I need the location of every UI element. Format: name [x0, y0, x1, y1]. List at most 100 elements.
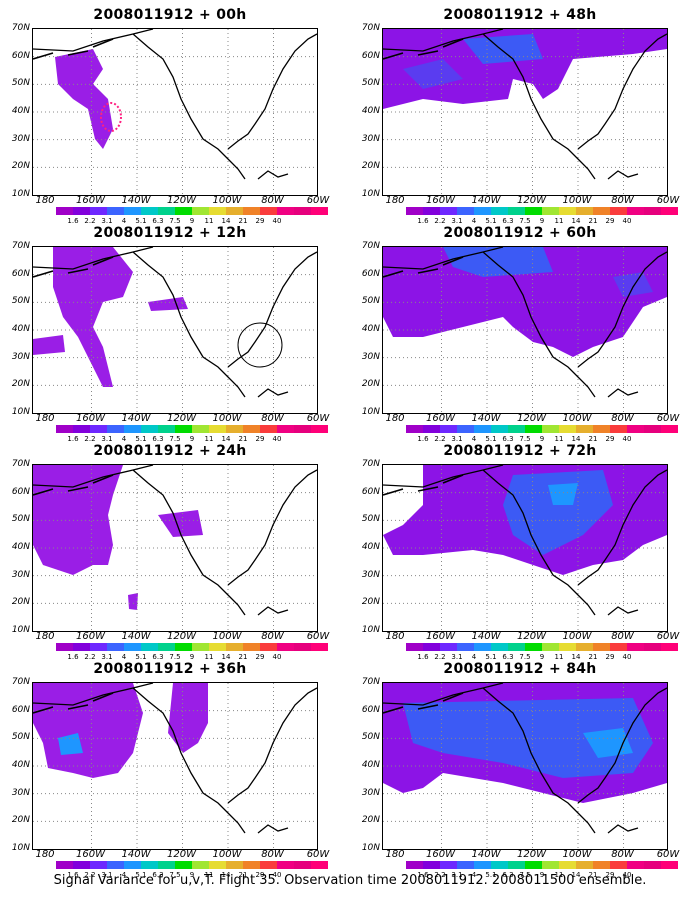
- colorbar-swatch: [644, 207, 661, 215]
- coastline: [383, 683, 667, 834]
- longitude-label: 160W: [76, 631, 105, 642]
- colorbar-label: 3.1: [101, 871, 113, 879]
- latitude-label: 40N: [11, 542, 30, 552]
- colorbar-label: 1.6: [417, 653, 429, 661]
- colorbar-swatch: [175, 643, 192, 651]
- colorbar-swatch: [474, 643, 491, 651]
- colorbar-label: 2.2: [84, 871, 96, 879]
- colorbar-swatch: [56, 425, 73, 433]
- aleutian-islands: [33, 38, 114, 60]
- colorbar-label: 9: [539, 435, 545, 443]
- colorbar-swatch: [107, 643, 124, 651]
- colorbar-swatch: [124, 643, 141, 651]
- aleutian-islands: [383, 38, 464, 60]
- colorbar-label: 4: [471, 653, 477, 661]
- colorbar-swatch: [661, 425, 678, 433]
- colorbar-swatch: [559, 643, 576, 651]
- longitude-label: 60W: [306, 631, 330, 642]
- latitude-label: 60N: [361, 50, 380, 61]
- map-panel: 2008011912 + 72h 70N 60N 50N 40N 30N 20N 10N 180…: [350, 442, 690, 662]
- colorbar-label: 1.6: [417, 871, 429, 879]
- colorbar-label: 9: [189, 435, 195, 443]
- colorbar-label: 6.3: [152, 217, 164, 225]
- panel-title: 2008011912 + 72h: [443, 443, 597, 459]
- colorbar-label: 14: [571, 871, 581, 879]
- colorbar: [56, 643, 328, 651]
- map-area: [32, 464, 318, 632]
- longitude-label: 80W: [261, 413, 284, 424]
- colorbar-label: 7.5: [519, 435, 531, 443]
- colorbar-label: 7.5: [169, 653, 181, 661]
- latitude-label: 70N: [361, 677, 380, 687]
- longitude-label: 180: [385, 195, 405, 206]
- colorbar-swatch: [226, 207, 243, 215]
- colorbar-label: 29: [605, 435, 615, 443]
- coastline: [383, 247, 667, 398]
- map-panel: 2008011912 + 48h 70N 60N 50N 40N 30N 20N 10N 180…: [350, 6, 690, 226]
- variance-shading: [55, 49, 113, 149]
- colorbar-label: 40: [272, 217, 282, 225]
- longitude-label: 80W: [261, 631, 284, 642]
- colorbar-swatch: [593, 207, 610, 215]
- colorbar-swatch: [610, 425, 627, 433]
- variance-shading: [613, 272, 653, 297]
- latitude-label: 40N: [361, 760, 380, 770]
- colorbar-swatch: [226, 861, 243, 869]
- longitude-label: 60W: [656, 849, 680, 860]
- colorbar-swatch: [107, 425, 124, 433]
- colorbar-swatch: [576, 643, 593, 651]
- colorbar-swatch: [457, 643, 474, 651]
- colorbar-label: 11: [554, 435, 564, 443]
- latitude-label: 60N: [11, 704, 30, 715]
- colorbar-label: 3.1: [101, 217, 113, 225]
- colorbar-swatch: [90, 643, 107, 651]
- latitude-label: 50N: [361, 78, 380, 89]
- colorbar-swatch: [559, 207, 576, 215]
- colorbar-swatch: [661, 207, 678, 215]
- longitude-label: 80W: [261, 849, 284, 860]
- coastline: [383, 29, 667, 180]
- longitude-label: 80W: [261, 195, 284, 206]
- latitude-label: 50N: [361, 732, 380, 743]
- colorbar-label: 1.6: [67, 435, 79, 443]
- colorbar-label: 4: [121, 435, 127, 443]
- colorbar-swatch: [423, 861, 440, 869]
- aleutian-islands: [383, 474, 464, 496]
- map-panel: 2008011912 + 24h 70N 60N 50N 40N 30N 20N 10N 180…: [0, 442, 340, 662]
- colorbar-swatch: [542, 425, 559, 433]
- colorbar-label: 2.2: [434, 871, 446, 879]
- colorbar-label: 9: [539, 653, 545, 661]
- colorbar-label: 4: [121, 653, 127, 661]
- latitude-label: 70N: [11, 23, 30, 33]
- latitude-label: 20N: [11, 161, 30, 172]
- colorbar-swatch: [107, 861, 124, 869]
- colorbar-swatch: [277, 861, 294, 869]
- longitude-label: 100W: [212, 849, 242, 860]
- longitude-label: 180: [385, 413, 405, 424]
- colorbar-swatch: [175, 425, 192, 433]
- colorbar-swatch: [226, 425, 243, 433]
- colorbar-label: 14: [571, 217, 581, 225]
- longitude-label: 100W: [562, 631, 592, 642]
- colorbar-swatch: [311, 207, 328, 215]
- colorbar-swatch: [576, 207, 593, 215]
- latitude-label: 20N: [361, 161, 380, 172]
- colorbar-label: 5.1: [485, 435, 497, 443]
- colorbar-swatch: [491, 207, 508, 215]
- colorbar-labels: 1.6 2.2 3.1 4 5.1 6.3 7.5 9 11 14 21 29 40: [56, 871, 328, 881]
- longitude-label: 160W: [426, 631, 455, 642]
- colorbar-swatch: [457, 861, 474, 869]
- colorbar-swatch: [474, 425, 491, 433]
- longitude-label: 160W: [76, 195, 105, 206]
- colorbar-label: 21: [238, 653, 248, 661]
- longitude-label: 120W: [167, 195, 196, 206]
- coastline: [33, 465, 317, 616]
- colorbar-label: 14: [221, 653, 231, 661]
- colorbar-swatch: [124, 861, 141, 869]
- colorbar: [56, 207, 328, 215]
- colorbar-swatch: [73, 861, 90, 869]
- colorbar-swatch: [260, 425, 277, 433]
- colorbar-labels: 1.6 2.2 3.1 4 5.1 6.3 7.5 9 11 14 21 29 40: [56, 435, 328, 445]
- colorbar-label: 9: [539, 871, 545, 879]
- colorbar-swatch: [593, 861, 610, 869]
